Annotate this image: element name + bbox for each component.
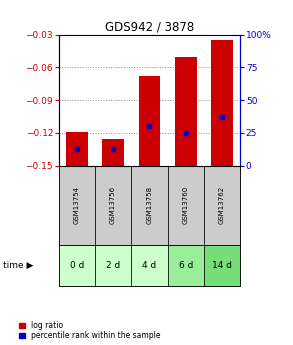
Bar (168, 245, 204, 286)
Bar (95, 166, 131, 245)
Bar (59, 245, 95, 286)
Text: GSM13760: GSM13760 (183, 186, 189, 224)
Legend: log ratio, percentile rank within the sample: log ratio, percentile rank within the sa… (18, 320, 162, 341)
Title: GDS942 / 3878: GDS942 / 3878 (105, 20, 194, 33)
Bar (102, 139, 124, 166)
Bar (175, 57, 197, 166)
Bar (168, 166, 204, 245)
Text: 2 d: 2 d (106, 261, 120, 270)
Text: GSM13754: GSM13754 (74, 186, 80, 224)
Bar (139, 76, 160, 166)
Bar (204, 166, 240, 245)
Text: 6 d: 6 d (178, 261, 193, 270)
Bar (66, 132, 88, 166)
Bar (211, 40, 233, 166)
Bar (131, 245, 168, 286)
Text: GSM13762: GSM13762 (219, 186, 225, 224)
Text: 14 d: 14 d (212, 261, 232, 270)
Bar (131, 166, 168, 245)
Text: 0 d: 0 d (69, 261, 84, 270)
Text: GSM13758: GSM13758 (146, 186, 152, 224)
Bar (59, 166, 95, 245)
Bar (95, 245, 131, 286)
Bar (204, 245, 240, 286)
Text: time ▶: time ▶ (3, 261, 33, 270)
Text: GSM13756: GSM13756 (110, 186, 116, 224)
Text: 4 d: 4 d (142, 261, 156, 270)
